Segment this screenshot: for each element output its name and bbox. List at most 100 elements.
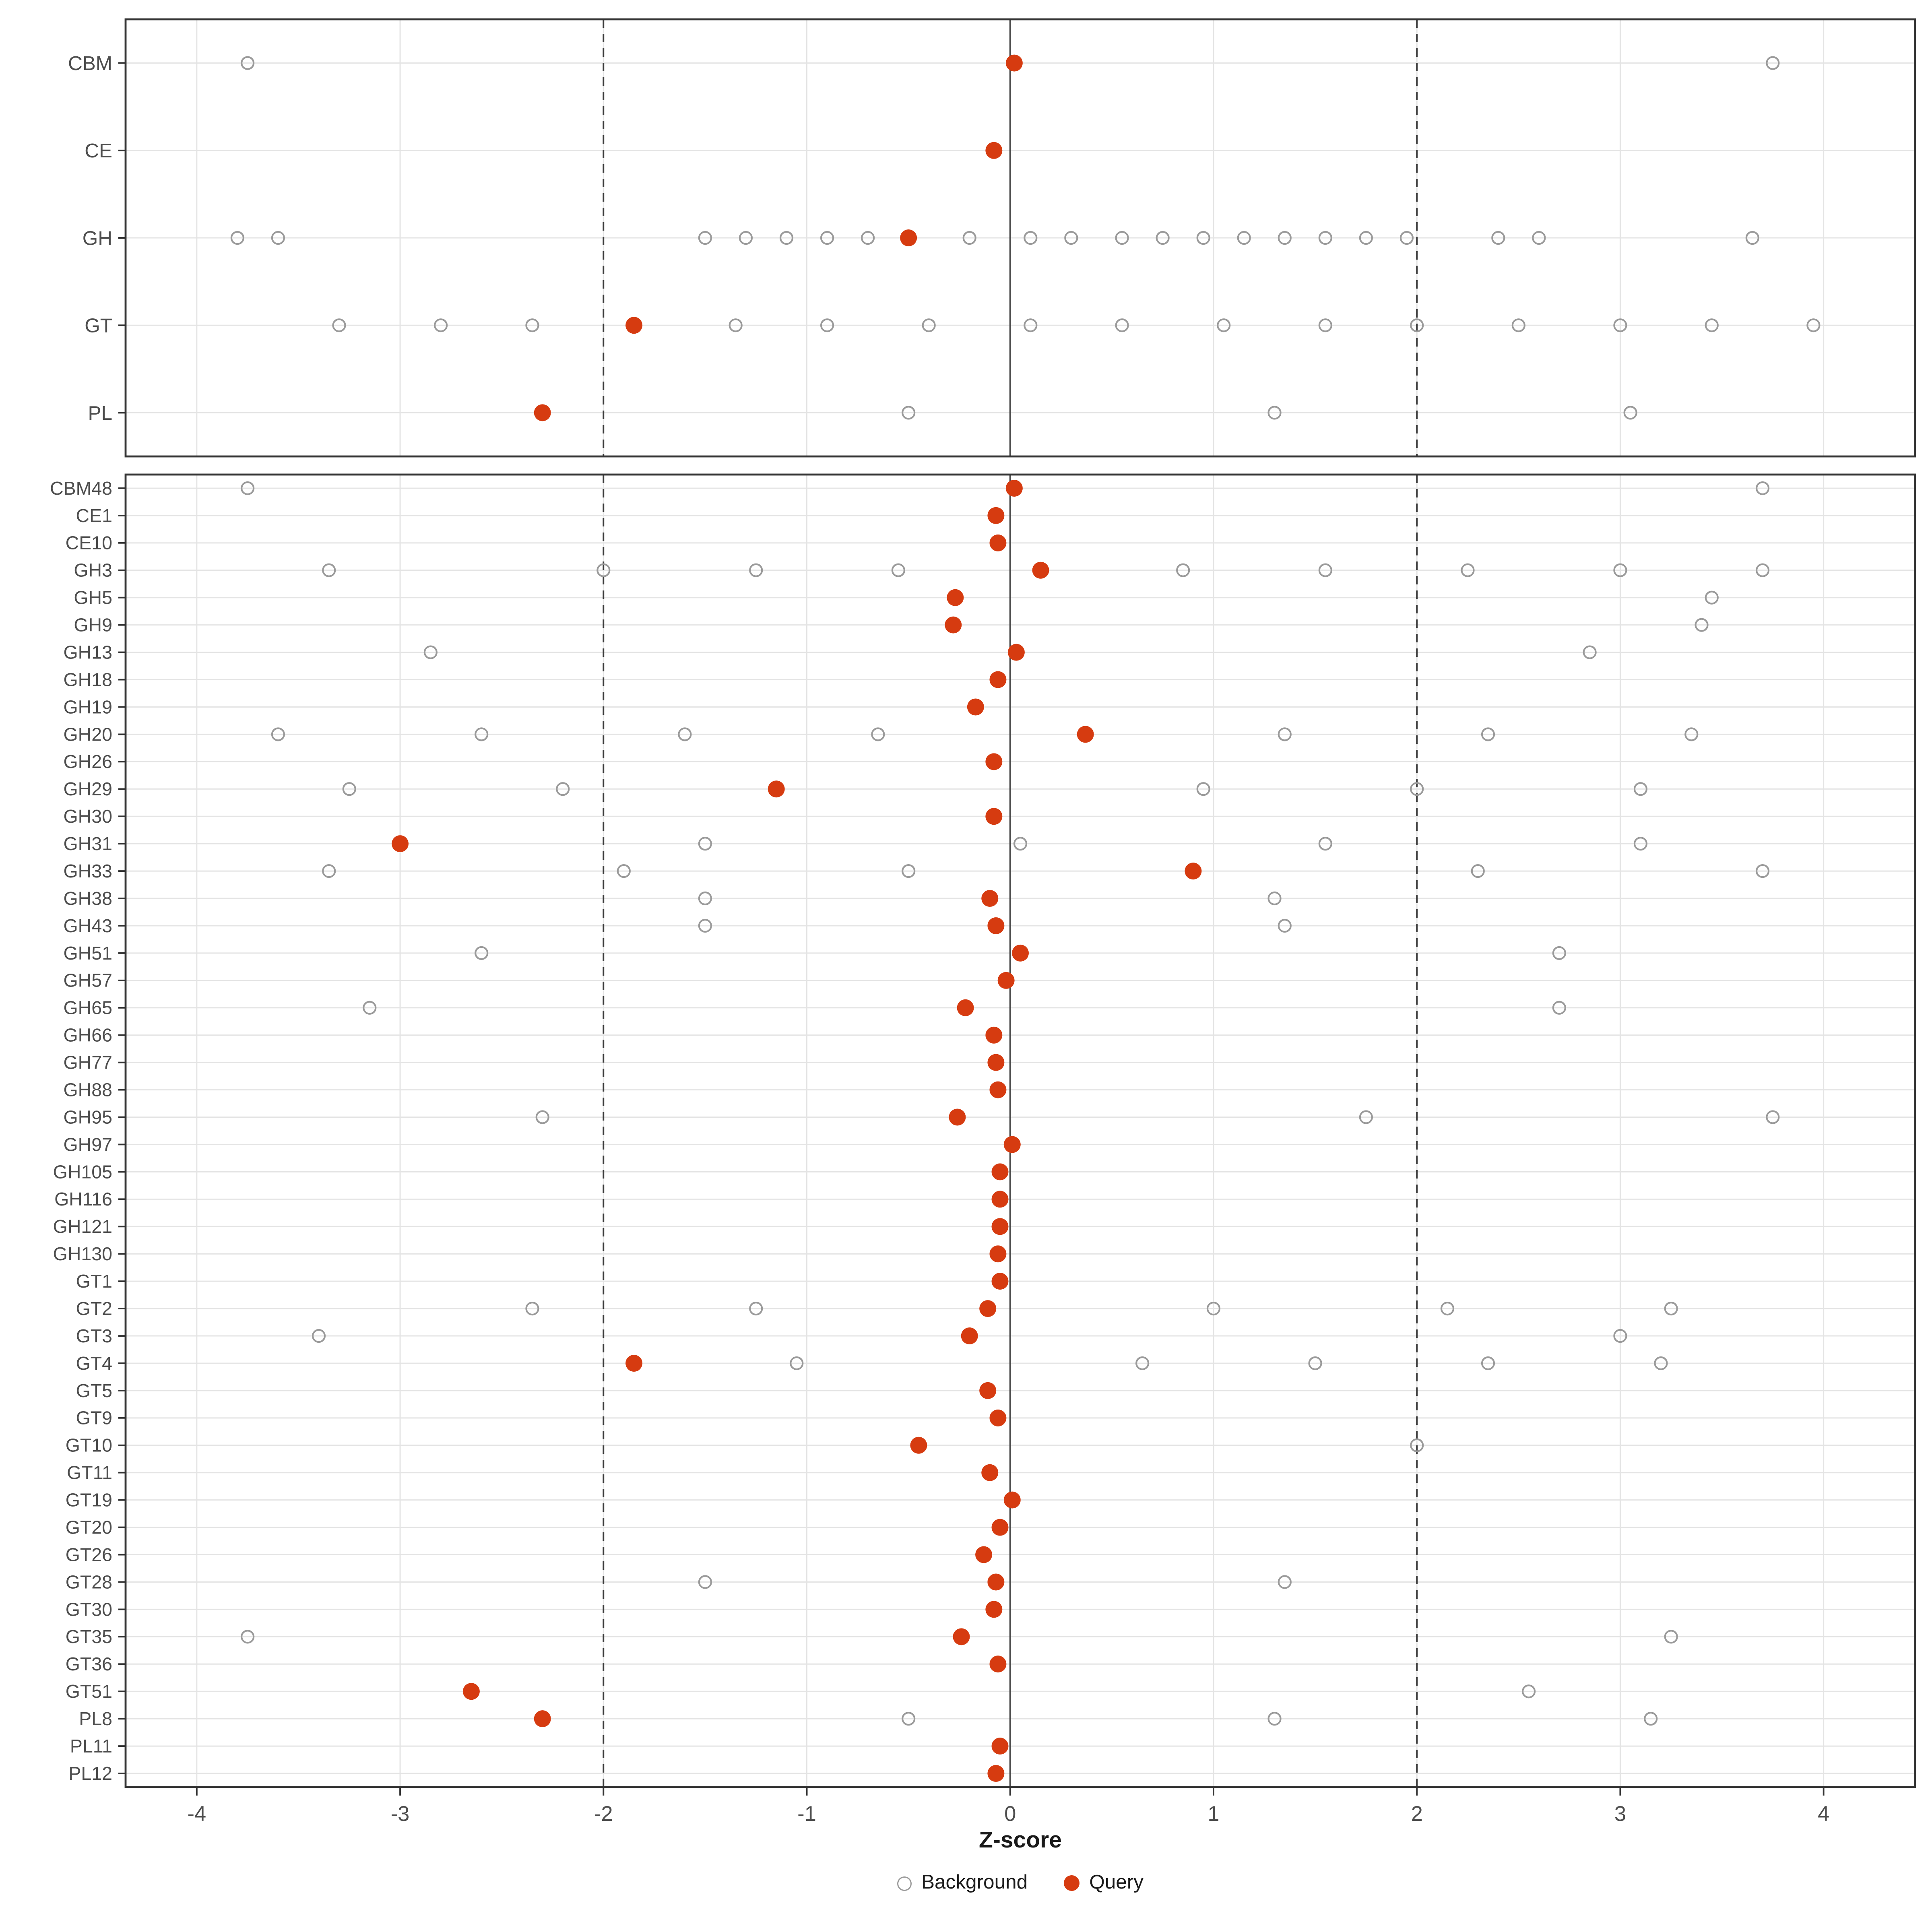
background-point (1359, 1110, 1373, 1124)
background-point (475, 946, 489, 960)
category-label: GT11 (67, 1462, 112, 1483)
background-point (1623, 406, 1637, 420)
background-point (1237, 231, 1251, 245)
query-point (991, 1738, 1009, 1755)
category-label: GT26 (66, 1544, 112, 1565)
background-point (1206, 1301, 1221, 1316)
query-point (953, 1628, 970, 1645)
background-point (1664, 1301, 1678, 1316)
category-label: PL11 (70, 1736, 112, 1757)
category-label: GT10 (66, 1435, 112, 1456)
category-label: GH95 (64, 1106, 112, 1127)
query-point (910, 1437, 927, 1454)
query-point (967, 698, 984, 716)
x-axis: -4 -3 -2 -1 0 1 2 3 4 (187, 1787, 1829, 1826)
legend-item-background: Background (897, 1872, 1028, 1895)
category-label: GH29 (64, 778, 112, 799)
category-label: GT19 (66, 1490, 112, 1511)
query-point (961, 1327, 978, 1345)
category-label: CBM48 (50, 478, 112, 499)
background-point (1613, 318, 1627, 332)
query-point-icon (1064, 1875, 1080, 1891)
background-point (1359, 231, 1373, 245)
background-point (535, 1110, 549, 1124)
background-point (1745, 231, 1759, 245)
background-point (1664, 1630, 1678, 1644)
background-point (525, 318, 539, 332)
query-point (987, 507, 1005, 524)
background-point (1267, 891, 1282, 906)
background-point (241, 1630, 255, 1644)
category-label: GT36 (66, 1653, 112, 1674)
query-point (989, 1655, 1007, 1673)
background-point-icon (897, 1876, 912, 1891)
background-point (1278, 231, 1292, 245)
background-point (1410, 782, 1424, 796)
query-point (991, 1273, 1009, 1290)
background-point (230, 231, 244, 245)
category-label: PL8 (79, 1708, 112, 1729)
background-point (312, 1329, 326, 1343)
query-point (900, 229, 917, 246)
query-point (985, 1026, 1003, 1044)
background-point (749, 1301, 763, 1316)
background-point (1521, 1684, 1536, 1699)
category-label: GH130 (53, 1243, 112, 1264)
query-point (392, 835, 409, 852)
category-label: GH19 (64, 696, 112, 717)
background-point (332, 318, 346, 332)
query-point (997, 972, 1015, 989)
query-point (991, 1191, 1009, 1208)
category-label: GT9 (76, 1408, 112, 1428)
category-label: GH20 (64, 724, 112, 745)
background-point (1755, 481, 1770, 495)
background-point (1705, 318, 1719, 332)
background-point (1278, 919, 1292, 933)
background-point (1695, 618, 1709, 632)
category-label: GH13 (64, 642, 112, 663)
query-point (979, 1382, 997, 1399)
background-point (1511, 318, 1525, 332)
category-label: CE (85, 140, 112, 162)
background-point (1115, 231, 1129, 245)
query-point (949, 1108, 966, 1126)
query-point (987, 917, 1005, 934)
category-label: GH5 (74, 587, 112, 608)
background-point (1461, 563, 1475, 577)
background-point (556, 782, 570, 796)
background-point (617, 864, 631, 878)
background-point (1308, 1356, 1322, 1371)
background-point (861, 231, 875, 245)
background-point (678, 727, 692, 741)
query-point (957, 999, 974, 1016)
x-tick-label: 3 (1614, 1802, 1626, 1826)
x-tick-label: 1 (1208, 1802, 1219, 1826)
query-point (1005, 479, 1023, 497)
background-point (698, 231, 712, 245)
category-label: GT3 (76, 1325, 112, 1346)
query-point (1012, 944, 1029, 962)
category-label: GT4 (76, 1353, 112, 1374)
query-point (1007, 644, 1025, 661)
background-point (1115, 318, 1129, 332)
query-point (985, 753, 1003, 770)
background-point (891, 563, 905, 577)
category-label: GH33 (64, 861, 112, 881)
background-point (1278, 727, 1292, 741)
legend-item-query: Query (1064, 1872, 1144, 1895)
background-point (1196, 231, 1210, 245)
x-tick-label: 0 (1004, 1802, 1016, 1826)
background-point (1633, 782, 1648, 796)
background-point (1755, 563, 1770, 577)
panel-family: CBM48 CE1 CE10 GH3 GH5 GH9 GH13 GH18 GH19 GH20 GH2… (50, 473, 1916, 1788)
category-label: GT2 (76, 1298, 112, 1319)
query-point (989, 671, 1007, 688)
query-point (534, 404, 551, 421)
query-point (1005, 54, 1023, 72)
query-point (625, 1354, 643, 1372)
background-point (434, 318, 448, 332)
category-label: GH105 (53, 1161, 112, 1182)
background-point (271, 231, 285, 245)
background-point (698, 837, 712, 851)
background-point (1278, 1575, 1292, 1589)
